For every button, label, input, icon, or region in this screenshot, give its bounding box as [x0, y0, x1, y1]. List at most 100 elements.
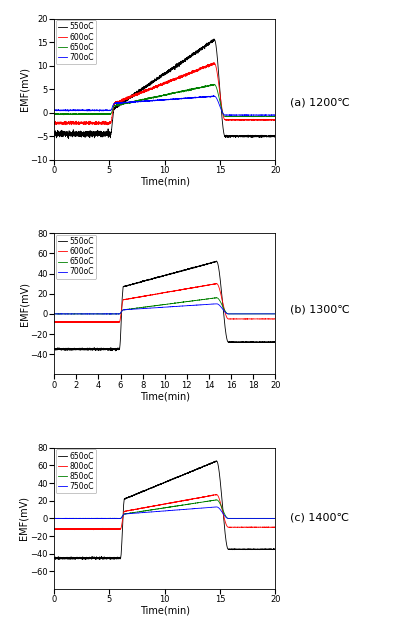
- 850oC: [136, 508, 141, 515]
- 600oC: [52, 120, 57, 128]
- 600oC: [146, 291, 151, 299]
- 550oC: [52, 131, 57, 139]
- 750oC: [245, 515, 250, 522]
- 700oC: [52, 107, 57, 114]
- 800oC: [91, 526, 96, 534]
- 750oC: [136, 509, 141, 516]
- 700oC: [52, 311, 57, 318]
- 850oC: [269, 515, 274, 522]
- 550oC: [269, 338, 274, 345]
- 550oC: [77, 131, 82, 138]
- 700oC: [245, 310, 250, 317]
- 650oC: [77, 310, 82, 317]
- 650oC: [146, 303, 151, 311]
- 650oC: [269, 546, 274, 553]
- 650oC: [214, 294, 219, 301]
- Line: 700oC: 700oC: [54, 304, 275, 314]
- 650oC: [77, 110, 82, 118]
- X-axis label: Time(min): Time(min): [140, 177, 190, 187]
- 850oC: [52, 515, 57, 522]
- 700oC: [267, 112, 272, 119]
- 650oC: [90, 554, 95, 561]
- Line: 650oC: 650oC: [54, 298, 275, 314]
- 550oC: [77, 345, 82, 353]
- 600oC: [214, 280, 219, 287]
- 800oC: [213, 490, 218, 498]
- 650oC: [77, 555, 82, 562]
- 600oC: [77, 319, 82, 326]
- Y-axis label: EMF(mV): EMF(mV): [19, 497, 29, 541]
- X-axis label: Time(min): Time(min): [140, 606, 190, 616]
- Line: 750oC: 750oC: [54, 507, 275, 518]
- 800oC: [273, 523, 278, 531]
- Line: 600oC: 600oC: [54, 63, 275, 125]
- 700oC: [146, 304, 151, 312]
- 650oC: [273, 546, 278, 553]
- 600oC: [63, 319, 68, 326]
- 550oC: [245, 339, 250, 346]
- 600oC: [273, 116, 278, 123]
- 800oC: [52, 525, 57, 533]
- 600oC: [77, 118, 82, 126]
- 700oC: [269, 112, 274, 119]
- Legend: 550oC, 600oC, 650oC, 700oC: 550oC, 600oC, 650oC, 700oC: [56, 20, 96, 64]
- Y-axis label: EMF(mV): EMF(mV): [19, 67, 29, 111]
- Text: (a) 1200℃: (a) 1200℃: [290, 97, 349, 107]
- 650oC: [52, 310, 57, 317]
- Line: 650oC: 650oC: [54, 461, 275, 559]
- 650oC: [245, 546, 250, 553]
- 650oC: [146, 485, 151, 493]
- 700oC: [77, 310, 82, 317]
- 800oC: [136, 505, 141, 512]
- 750oC: [52, 515, 57, 522]
- 650oC: [90, 110, 95, 118]
- 850oC: [146, 507, 151, 514]
- 650oC: [136, 489, 141, 497]
- 550oC: [90, 346, 95, 353]
- 550oC: [113, 347, 118, 355]
- 800oC: [90, 525, 95, 533]
- 850oC: [68, 515, 73, 522]
- 850oC: [273, 515, 278, 522]
- 600oC: [269, 316, 274, 323]
- 750oC: [68, 515, 73, 522]
- Legend: 550oC, 600oC, 650oC, 700oC: 550oC, 600oC, 650oC, 700oC: [56, 235, 96, 279]
- 550oC: [273, 133, 278, 141]
- 650oC: [52, 110, 57, 118]
- Text: (c) 1400℃: (c) 1400℃: [290, 513, 349, 523]
- 650oC: [273, 310, 278, 317]
- 750oC: [146, 508, 151, 516]
- 550oC: [269, 133, 274, 141]
- 700oC: [52, 310, 57, 317]
- 800oC: [269, 523, 274, 531]
- 700oC: [77, 107, 82, 114]
- 600oC: [90, 119, 95, 126]
- 850oC: [77, 515, 82, 522]
- 650oC: [245, 310, 250, 317]
- Line: 800oC: 800oC: [54, 494, 275, 530]
- 600oC: [105, 121, 110, 128]
- 700oC: [273, 310, 278, 317]
- Y-axis label: EMF(mV): EMF(mV): [19, 282, 29, 326]
- 850oC: [245, 515, 250, 522]
- 800oC: [146, 503, 151, 511]
- 600oC: [245, 315, 250, 322]
- 550oC: [136, 279, 141, 286]
- Line: 850oC: 850oC: [54, 500, 275, 518]
- 700oC: [136, 305, 141, 312]
- 650oC: [211, 81, 216, 88]
- 550oC: [214, 257, 219, 265]
- 550oC: [90, 131, 95, 139]
- Line: 600oC: 600oC: [54, 283, 275, 322]
- 650oC: [52, 555, 57, 562]
- 650oC: [273, 113, 278, 120]
- 550oC: [146, 81, 151, 89]
- 700oC: [269, 310, 274, 317]
- Text: (b) 1300℃: (b) 1300℃: [290, 305, 349, 315]
- 650oC: [136, 97, 141, 105]
- 750oC: [273, 515, 278, 522]
- 550oC: [136, 86, 141, 93]
- 550oC: [273, 338, 278, 345]
- 750oC: [77, 515, 82, 522]
- 800oC: [77, 525, 82, 533]
